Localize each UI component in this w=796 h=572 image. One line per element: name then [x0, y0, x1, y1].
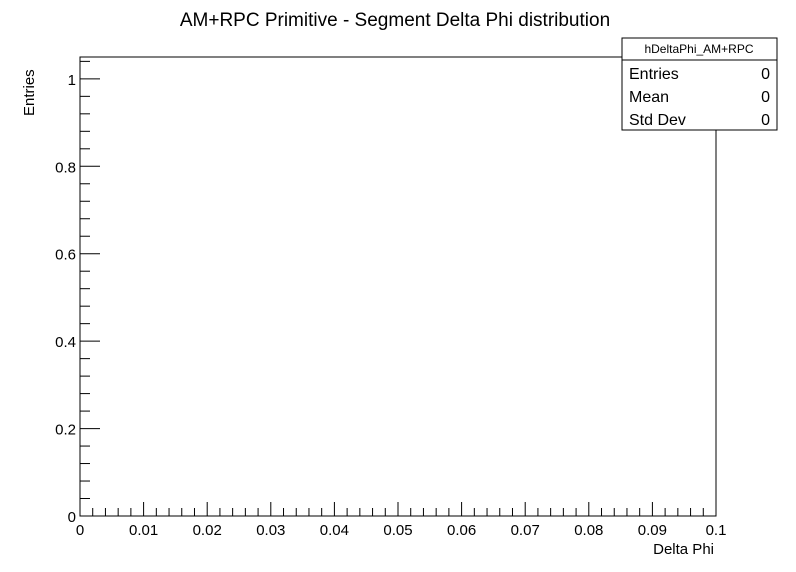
- stats-row-value: 0: [761, 66, 770, 83]
- x-tick-label: 0.08: [574, 522, 603, 539]
- stats-row-label: Mean: [629, 89, 669, 106]
- x-tick-label: 0.1: [706, 522, 727, 539]
- stats-box-frame: [621, 37, 778, 131]
- stats-row-value: 0: [761, 89, 770, 106]
- x-tick-label: 0.05: [383, 522, 412, 539]
- stats-box-title: hDeltaPhi_AM+RPC: [644, 42, 753, 56]
- y-tick-label: 0.8: [55, 159, 76, 176]
- x-axis-title: Delta Phi: [653, 541, 714, 558]
- x-tick-label: 0.02: [193, 522, 222, 539]
- y-tick-label: 0.2: [55, 422, 76, 439]
- y-tick-label: 0: [68, 509, 76, 526]
- x-tick-label: 0.01: [129, 522, 158, 539]
- x-tick-label: 0.07: [511, 522, 540, 539]
- x-tick-label: 0.04: [320, 522, 349, 539]
- stats-row-label: Entries: [629, 66, 679, 83]
- y-tick-label: 1: [68, 72, 76, 89]
- x-tick-label: 0.09: [638, 522, 667, 539]
- x-tick-label: 0: [76, 522, 84, 539]
- y-axis-title: Entries: [21, 69, 38, 116]
- x-axis: 0 0.01 0.02 0.03 0.04 0.05 0.06 0.07 0.08 0.09 0.1: [76, 502, 727, 539]
- y-axis: 0 0.2 0.4 0.6 0.8 1: [55, 60, 100, 526]
- x-tick-label: 0.03: [256, 522, 285, 539]
- chart-title: AM+RPC Primitive - Segment Delta Phi dis…: [180, 10, 610, 31]
- stats-box: hDeltaPhi_AM+RPC Entries 0 Mean 0 Std Dev 0: [621, 37, 778, 131]
- plot-frame: [79, 56, 717, 517]
- y-tick-label: 0.4: [55, 334, 76, 351]
- stats-row-label: Std Dev: [629, 112, 686, 129]
- x-tick-label: 0.06: [447, 522, 476, 539]
- y-tick-label: 0.6: [55, 247, 76, 264]
- stats-row-value: 0: [761, 112, 770, 129]
